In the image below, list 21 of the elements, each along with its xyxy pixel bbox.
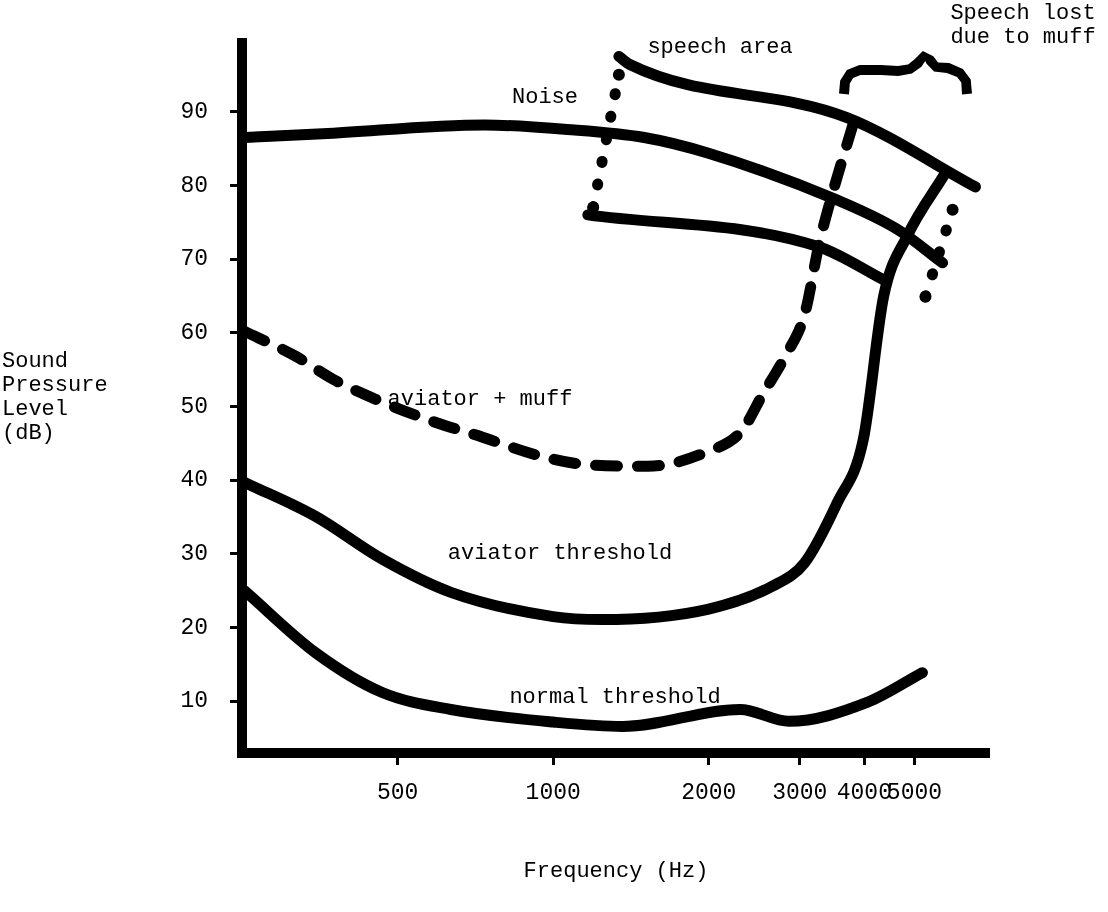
annotation: normal threshold — [508, 685, 722, 710]
y-axis-title: Sound Pressure Level (dB) — [2, 348, 109, 446]
annotation: Speech lost due to muff — [949, 1, 1097, 50]
y-tick-label: 50 — [180, 393, 208, 420]
y-tick-label: 80 — [180, 172, 208, 199]
y-tick-label: 90 — [180, 98, 208, 125]
y-tick-label: 30 — [180, 541, 208, 568]
y-tick-label: 40 — [180, 467, 208, 494]
y-tick-label: 20 — [180, 614, 208, 641]
annotation: speech area — [646, 35, 794, 60]
x-tick-label: 3000 — [772, 779, 828, 806]
x-tick-label: 2000 — [681, 779, 737, 806]
y-tick-label: 60 — [180, 319, 208, 346]
annotation: aviator threshold — [446, 541, 674, 566]
annotation: Noise — [511, 85, 579, 110]
x-tick-label: 1000 — [525, 779, 581, 806]
y-tick-label: 70 — [180, 246, 208, 273]
y-tick-label: 10 — [180, 688, 208, 715]
annotation: aviator + muff — [386, 387, 574, 412]
x-axis-title: Frequency (Hz) — [522, 859, 710, 884]
x-tick-label: 500 — [376, 779, 419, 806]
